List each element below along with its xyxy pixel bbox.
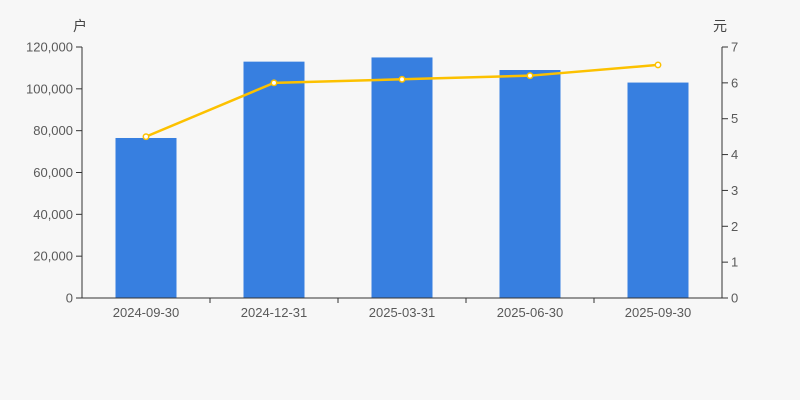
x-axis-label-2024-09-30: 2024-09-30 — [113, 305, 180, 320]
left-axis-tick-label: 100,000 — [26, 81, 73, 96]
bar-2025-03-31 — [371, 57, 433, 299]
line-series — [142, 61, 662, 141]
line-point-2025-06-30 — [526, 72, 534, 80]
right-axis-tick-label: 4 — [731, 147, 738, 162]
left-axis-tick-label: 60,000 — [33, 165, 73, 180]
axes: 0 20,000 40,000 60,000 80,000 100,000 120,000 0… — [26, 40, 738, 321]
right-axis-tick-label: 1 — [731, 255, 738, 270]
right-axis-tick-label: 0 — [731, 291, 738, 306]
right-axis-tick-label: 6 — [731, 75, 738, 90]
x-axis-label-2025-03-31: 2025-03-31 — [369, 305, 436, 320]
line-point-2024-09-30 — [142, 133, 150, 141]
line-point-2025-03-31 — [398, 75, 406, 83]
line-point-2025-09-30 — [654, 61, 662, 69]
bar-2024-09-30 — [115, 137, 177, 298]
bar-2025-06-30 — [499, 70, 561, 298]
bar-series — [115, 57, 689, 299]
left-axis-tick-label: 0 — [66, 291, 73, 306]
bar-2024-12-31 — [243, 61, 305, 299]
x-axis-label-2025-09-30: 2025-09-30 — [625, 305, 692, 320]
x-axis-label-2025-06-30: 2025-06-30 — [497, 305, 564, 320]
right-axis-tick-label: 5 — [731, 111, 738, 126]
left-axis-tick-label: 40,000 — [33, 207, 73, 222]
line-point-2024-12-31 — [270, 79, 278, 87]
right-axis-tick-label: 2 — [731, 219, 738, 234]
bar-2025-09-30 — [627, 82, 689, 298]
left-axis-unit-label: 户 — [73, 18, 87, 34]
right-axis-tick-label: 3 — [731, 183, 738, 198]
left-axis-tick-label: 120,000 — [26, 40, 73, 55]
left-axis-tick-label: 80,000 — [33, 123, 73, 138]
right-axis-unit-label: 元 — [713, 18, 727, 34]
left-axis-tick-label: 20,000 — [33, 249, 73, 264]
x-axis-label-2024-12-31: 2024-12-31 — [241, 305, 308, 320]
right-axis-tick-label: 7 — [731, 40, 738, 55]
